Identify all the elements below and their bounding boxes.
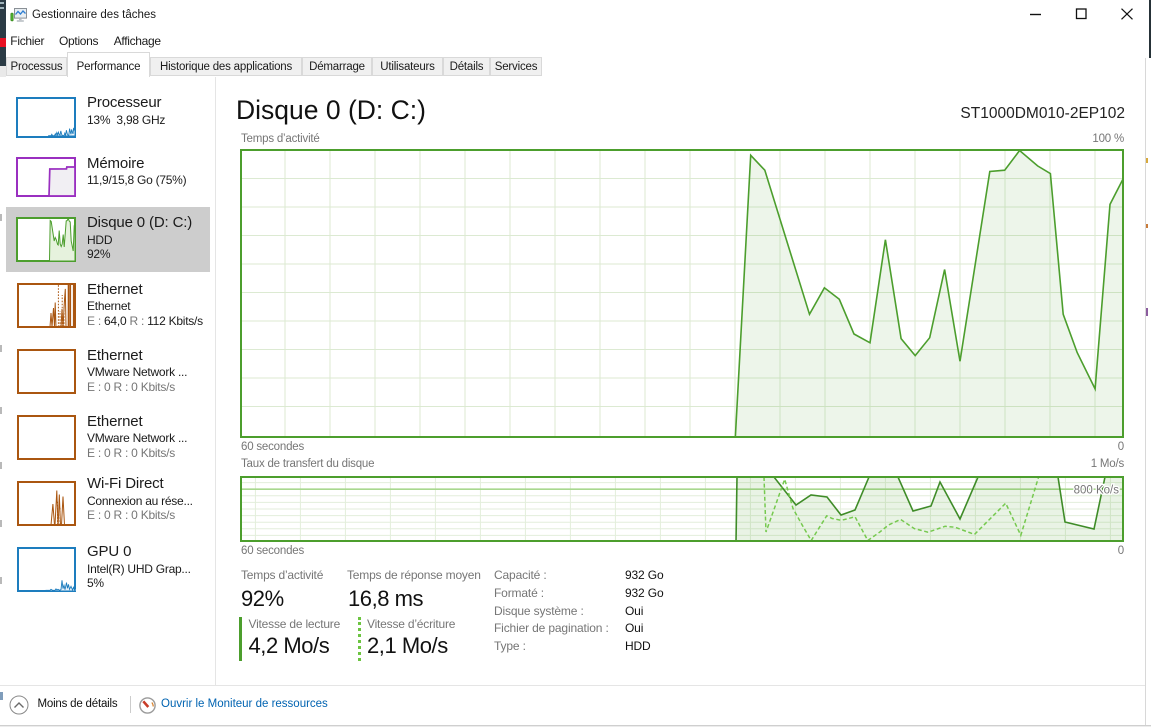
svg-text:800 Ko/s: 800 Ko/s [1074, 485, 1120, 497]
